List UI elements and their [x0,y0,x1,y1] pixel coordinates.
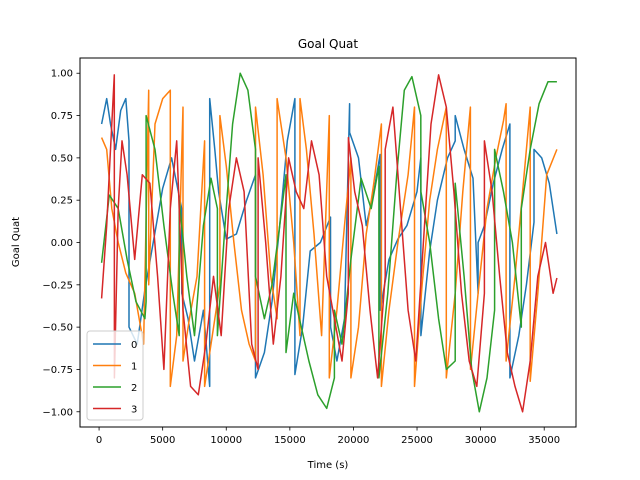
x-tick-label: 25000 [401,435,433,446]
y-tick-label: 0.00 [51,238,73,249]
plot-series [100,72,558,413]
legend-label-1: 1 [131,362,137,373]
y-tick-label: −0.50 [42,323,73,334]
y-tick-label: −0.25 [42,280,73,291]
x-tick-label: 30000 [465,435,497,446]
series-line-1 [100,89,558,388]
y-tick-label: 0.75 [51,111,73,122]
x-tick-label: 35000 [528,435,560,446]
legend: 0 1 2 3 [86,330,144,421]
series-line-3 [100,74,558,413]
x-tick-label: 10000 [210,435,242,446]
chart-title: Goal Quat [298,37,359,51]
x-axis-ticks: 0 5000 10000 15000 20000 25000 30000 35000 [96,427,560,446]
y-tick-label: 0.50 [51,153,73,164]
y-tick-label: 1.00 [51,69,73,80]
legend-label-2: 2 [131,383,137,394]
series-line-2 [100,72,557,413]
x-axis-label: Time (s) [307,460,349,471]
x-tick-label: 15000 [274,435,306,446]
y-axis-label: Goal Quat [11,217,22,267]
y-tick-label: 0.25 [51,196,73,207]
y-axis-ticks: −1.00 −0.75 −0.50 −0.25 0.00 0.25 0.50 0.75 1.00 [42,69,80,418]
y-tick-label: −1.00 [42,407,73,418]
legend-label-3: 3 [131,405,137,416]
x-tick-label: 20000 [338,435,370,446]
series-line-0 [100,97,558,388]
y-tick-label: −0.75 [42,365,73,376]
legend-box [86,330,144,421]
x-tick-label: 0 [96,435,102,446]
legend-label-0: 0 [131,340,137,351]
x-tick-label: 5000 [150,435,175,446]
